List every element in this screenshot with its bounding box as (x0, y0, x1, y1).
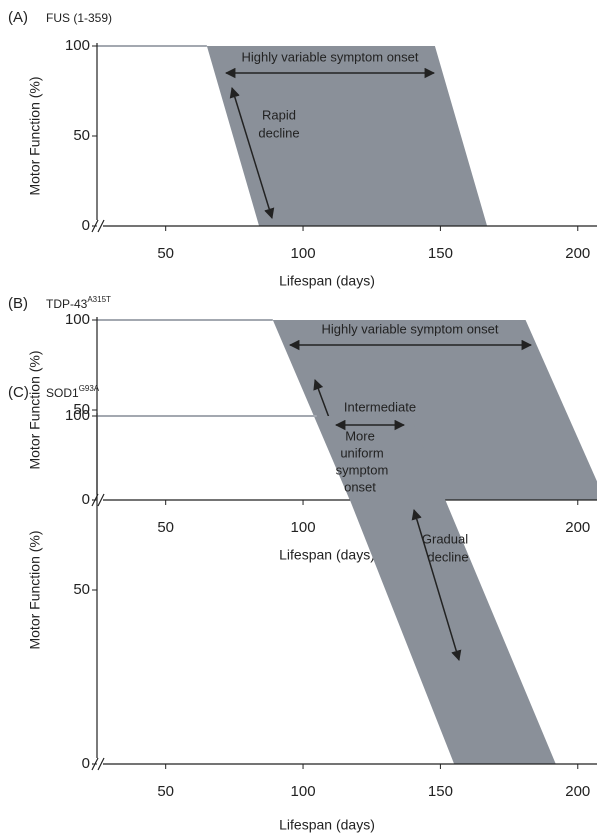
axis-break-gap (93, 494, 103, 506)
annotation: Intermediate (344, 399, 416, 414)
x-axis-label: Lifespan (days) (279, 273, 375, 289)
y-tick-label: 100 (65, 311, 90, 328)
y-tick-label: 100 (65, 407, 90, 424)
x-tick-label: 150 (428, 783, 453, 800)
title-superscript: G93A (79, 384, 100, 393)
axis-break (97, 219, 105, 233)
y-tick-label: 50 (73, 581, 90, 598)
panel-title: FUS (1-359) (46, 11, 112, 25)
panel: (A) FUS (1-359) 0 50 100 50 100 150 200 Lifespan … (8, 9, 597, 289)
panel-label: (C) (8, 384, 29, 401)
panel-title: SOD1G93A (46, 384, 100, 400)
x-axis-label: Lifespan (days) (279, 817, 375, 833)
x-tick-label: 100 (291, 245, 316, 262)
title-text: SOD1 (46, 386, 79, 400)
title-text: TDP-43 (46, 297, 88, 311)
x-tick-label: 200 (565, 245, 590, 262)
annotation: uniform (340, 445, 383, 460)
x-tick-label: 50 (157, 519, 174, 536)
y-tick-label: 50 (73, 401, 90, 418)
axis-break-gap (93, 220, 103, 232)
area (206, 46, 488, 226)
y-tick-label: 0 (82, 217, 90, 234)
y-axis-label: Motor Function (%) (27, 530, 43, 649)
x-tick-label: 150 (428, 245, 453, 262)
area (272, 320, 597, 500)
panel-label: (A) (8, 9, 28, 26)
panel-label: (B) (8, 295, 28, 312)
annotation: onset (344, 479, 376, 494)
axis-break (97, 757, 105, 771)
annotation: Rapid (262, 107, 296, 122)
annotation: Highly variable symptom onset (241, 49, 418, 64)
annotation: More (345, 428, 375, 443)
y-axis-label: Motor Function (%) (27, 350, 43, 469)
x-tick-label: 50 (157, 245, 174, 262)
y-axis-label: Motor Function (%) (27, 76, 43, 195)
x-axis-label: Lifespan (days) (279, 547, 375, 563)
annotation: symptom (336, 462, 389, 477)
annotation: Gradual (422, 531, 468, 546)
y-tick-label: 50 (73, 127, 90, 144)
y-tick-label: 0 (82, 491, 90, 508)
axis-break-gap (93, 758, 103, 770)
x-tick-label: 200 (565, 519, 590, 536)
x-tick-label: 100 (291, 519, 316, 536)
title-text: FUS (1-359) (46, 11, 112, 25)
panel-title: TDP-43A315T (46, 295, 111, 311)
y-tick-label: 100 (65, 37, 90, 54)
annotation-arrow (229, 86, 275, 220)
axis-break (97, 493, 105, 507)
annotation: decline (258, 125, 299, 140)
x-tick-label: 200 (565, 783, 590, 800)
annotation-arrow (411, 508, 462, 662)
x-tick-label: 50 (157, 783, 174, 800)
title-superscript: A315T (87, 295, 111, 304)
x-tick-label: 100 (291, 783, 316, 800)
annotation: decline (427, 549, 468, 564)
y-tick-label: 0 (82, 755, 90, 772)
annotation: Highly variable symptom onset (321, 321, 498, 336)
